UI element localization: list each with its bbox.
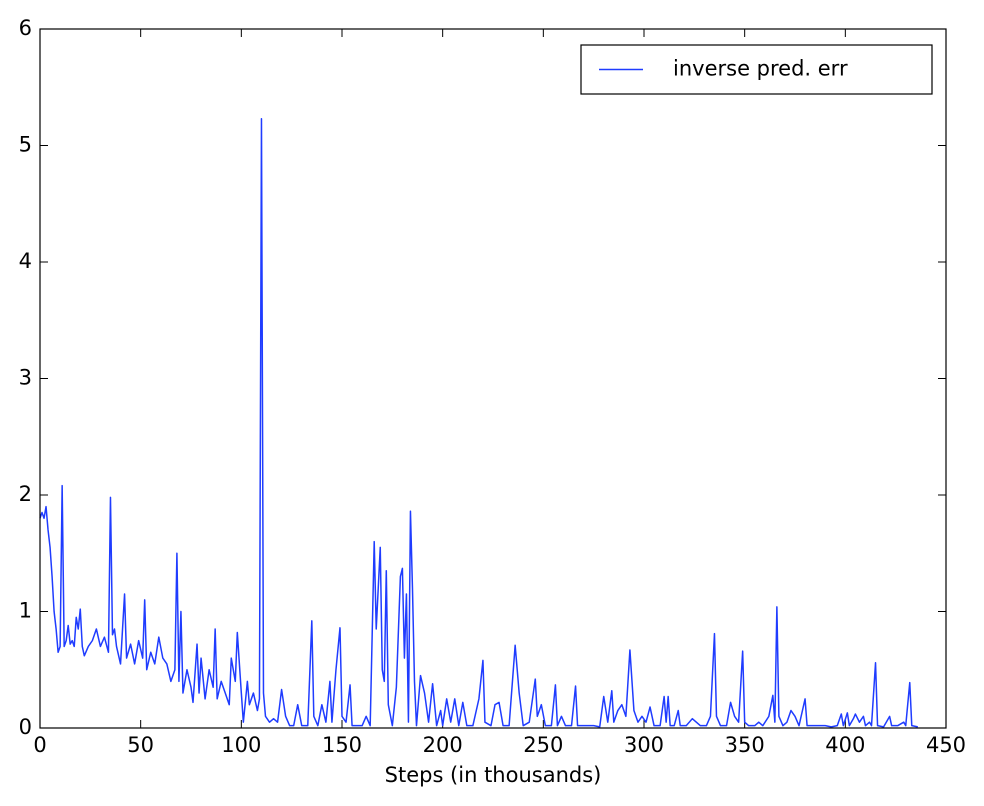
x-tick-label: 300 [624, 733, 664, 757]
x-tick-label: 0 [33, 733, 46, 757]
x-axis-label: Steps (in thousands) [385, 763, 602, 787]
x-tick-label: 350 [725, 733, 765, 757]
legend-box [580, 44, 933, 95]
x-tick-label: 250 [523, 733, 563, 757]
y-tick-label: 5 [19, 133, 32, 157]
y-tick-label: 1 [19, 599, 32, 623]
data-line [39, 117, 918, 728]
x-tick-label: 400 [825, 733, 865, 757]
x-tick-label: 100 [221, 733, 261, 757]
y-tick-label: 0 [19, 715, 32, 739]
y-tick-label: 2 [19, 482, 32, 506]
x-tick-label: 450 [926, 733, 966, 757]
legend-label: inverse pred. err [673, 57, 848, 81]
y-tick-label: 6 [19, 16, 32, 40]
y-tick-label: 4 [19, 249, 32, 273]
x-tick-label: 150 [322, 733, 362, 757]
x-tick-label: 200 [423, 733, 463, 757]
x-tick-label: 50 [127, 733, 154, 757]
plot-frame [39, 28, 947, 729]
y-tick-label: 3 [19, 366, 32, 390]
